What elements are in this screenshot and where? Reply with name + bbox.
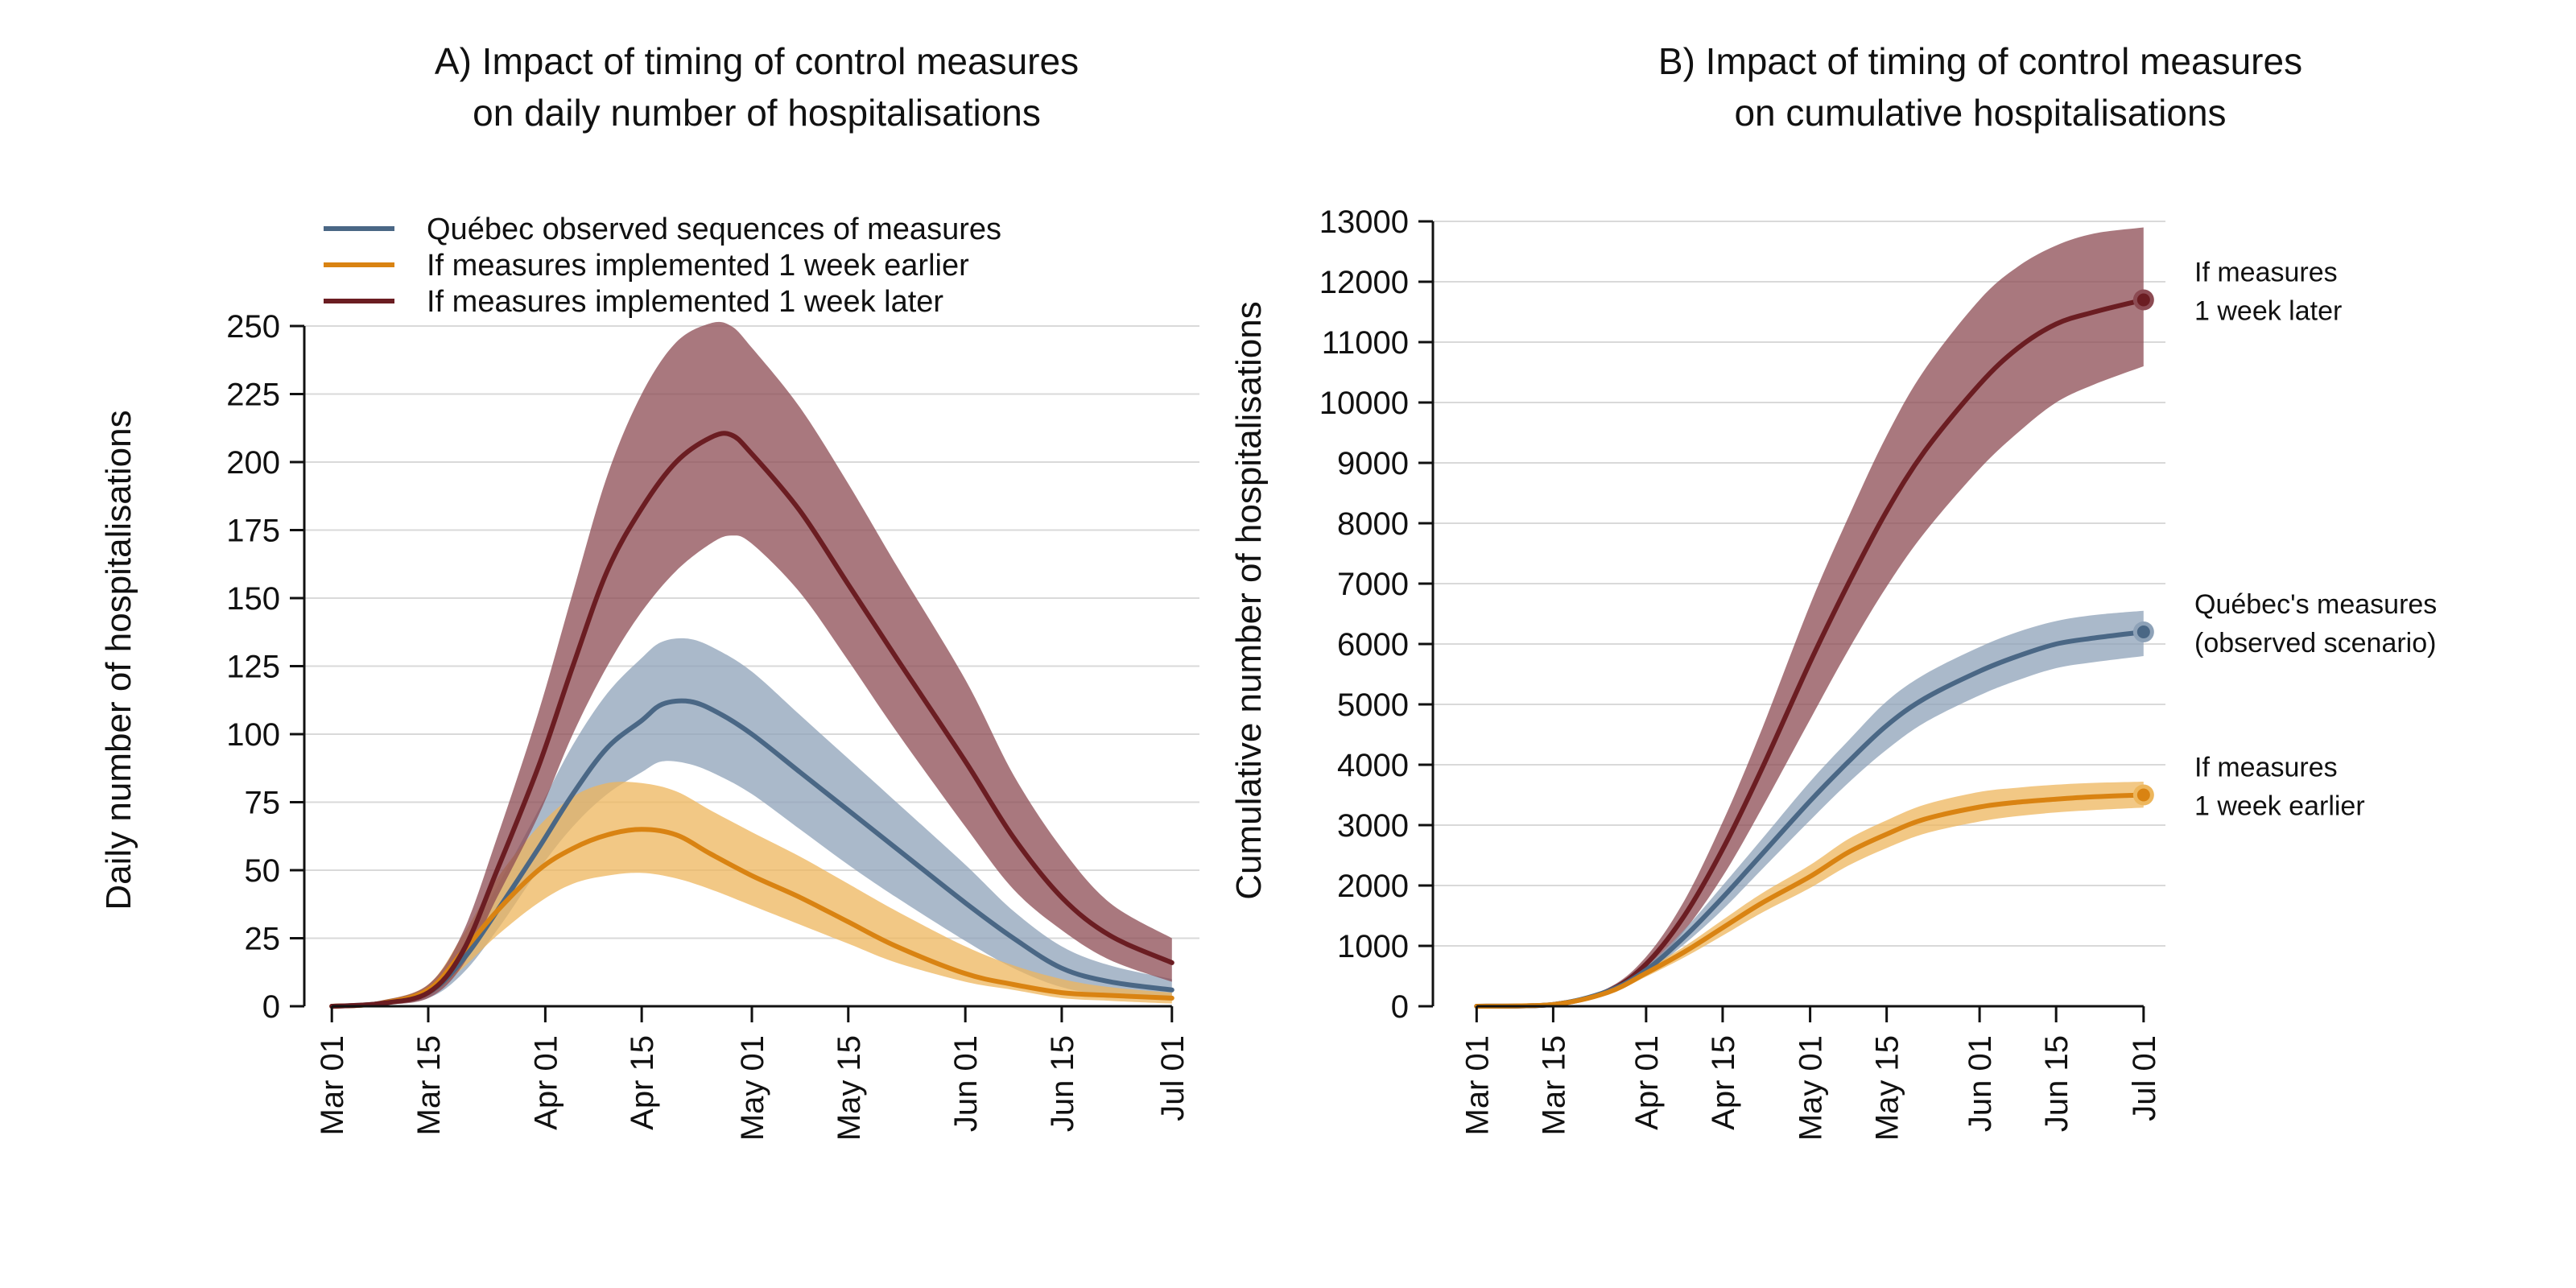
legend: Québec observed sequences of measures If…	[324, 213, 1001, 319]
panel-a: A) Impact of timing of control measures …	[99, 40, 1199, 1141]
panel-b-end-marker-earlier	[2136, 788, 2150, 802]
panel-b-y-tick-label: 6000	[1337, 627, 1409, 663]
panel-b-y-tick-label: 5000	[1337, 687, 1409, 723]
panel-a-x-tick-label: Jun 01	[948, 1035, 984, 1132]
panel-a-y-tick-label: 75	[245, 786, 281, 821]
panel-a-x-tick-label: Jun 15	[1045, 1035, 1080, 1132]
panel-a-y-tick-label: 150	[226, 581, 280, 617]
panel-b-y-tick-label: 2000	[1337, 869, 1409, 904]
panel-b-y-tick-label: 11000	[1322, 325, 1409, 361]
panel-b-band-earlier	[1476, 782, 2144, 1006]
panel-b-annotation-earlier: 1 week earlier	[2194, 791, 2365, 822]
panel-b-annotations: If measures 1 week later Québec's measure…	[2132, 258, 2437, 822]
panel-a-y-tick-label: 0	[262, 989, 280, 1025]
panel-a-y-tick-label: 25	[245, 922, 281, 957]
panel-b-lines	[1474, 297, 2146, 1009]
panel-b-x-tick-label: Jun 15	[2039, 1035, 2074, 1132]
panel-b-y-tick-label: 12000	[1319, 265, 1409, 300]
panel-b-x-tick-label: Jun 01	[1963, 1035, 1998, 1132]
panel-b-band-observed	[1476, 610, 2144, 1007]
panel-a-y-tick-label: 200	[226, 445, 280, 481]
panel-b-title-line-1: B) Impact of timing of control measures	[1658, 40, 2302, 82]
panel-b-axes: 0 1000 2000 3000 4000 5000 6000 7000 8000 9000 100…	[1319, 204, 2162, 1141]
legend-label-observed: Québec observed sequences of measures	[427, 213, 1001, 246]
panel-b-y-tick-label: 10000	[1319, 386, 1409, 421]
panel-b-x-tick-label: Apr 01	[1629, 1035, 1665, 1130]
panel-a-y-tick-label: 225	[226, 378, 280, 413]
panel-a-x-tick-label: Jul 01	[1155, 1035, 1191, 1121]
panel-b-y-axis-label: Cumulative number of hospitalisations	[1229, 301, 1269, 900]
panel-a-x-tick-label: Mar 15	[411, 1035, 447, 1136]
panel-b-annotation-observed: Québec's measures	[2194, 589, 2437, 620]
legend-label-later: If measures implemented 1 week later	[427, 285, 943, 319]
panel-b-end-marker-later	[2136, 293, 2150, 307]
panel-b-end-marker-observed	[2136, 625, 2150, 638]
panel-b-bands	[1476, 227, 2144, 1007]
panel-b-x-tick-label: Apr 15	[1706, 1035, 1741, 1130]
panel-b-band-later	[1476, 227, 2144, 1006]
panel-b-line-earlier	[1474, 792, 2146, 1009]
panel-a-title-line-2: on daily number of hospitalisations	[473, 92, 1041, 134]
panel-a-band-later	[332, 321, 1172, 1006]
panel-a-axes: 0 25 50 75 100 125 150 175 200 225 250 Mar 01 Mar 15…	[226, 309, 1191, 1141]
panel-b-annotation-later: If measures	[2194, 258, 2338, 288]
panel-b-line-later	[1474, 297, 2146, 1009]
panel-b-y-tick-label: 7000	[1337, 567, 1409, 602]
legend-label-earlier: If measures implemented 1 week earlier	[427, 249, 969, 283]
panel-a-line-later	[329, 431, 1174, 1009]
panel-b-y-tick-label: 9000	[1337, 446, 1409, 481]
panel-a-bands	[332, 321, 1172, 1006]
panel-a-x-tick-label: May 15	[832, 1035, 867, 1141]
panel-a-band-observed	[332, 638, 1172, 1006]
panel-b-x-tick-label: Mar 15	[1536, 1035, 1571, 1136]
panel-b: B) Impact of timing of control measures …	[1229, 40, 2437, 1141]
panel-b-y-tick-label: 0	[1391, 989, 1409, 1025]
panel-a-title-line-1: A) Impact of timing of control measures	[435, 40, 1079, 82]
panel-a-y-tick-label: 175	[226, 514, 280, 549]
panel-a-x-tick-label: Apr 01	[528, 1035, 564, 1130]
panel-a-lines	[329, 431, 1174, 1009]
panel-a-line-observed	[329, 698, 1174, 1009]
panel-a-y-axis-label: Daily number of hospitalisations	[99, 410, 138, 910]
panel-a-x-tick-label: Mar 01	[315, 1035, 350, 1136]
panel-a-x-tick-label: May 01	[735, 1035, 770, 1141]
panel-b-y-tick-label: 4000	[1337, 748, 1409, 783]
panel-b-y-tick-label: 13000	[1319, 204, 1409, 240]
panel-b-title-line-2: on cumulative hospitalisations	[1734, 92, 2226, 134]
panel-b-annotation-earlier: If measures	[2194, 753, 2338, 783]
panel-a-band-earlier	[332, 782, 1172, 1006]
panel-a-y-tick-label: 125	[226, 650, 280, 685]
panel-b-annotation-observed: (observed scenario)	[2194, 628, 2436, 658]
panel-b-y-tick-label: 1000	[1337, 929, 1409, 964]
panel-a-y-tick-label: 50	[245, 853, 281, 889]
panel-b-x-tick-label: Mar 01	[1459, 1035, 1495, 1136]
panel-b-x-tick-label: May 01	[1794, 1035, 1829, 1141]
panel-a-y-tick-label: 250	[226, 309, 280, 345]
panel-a-y-tick-label: 100	[226, 717, 280, 753]
panel-b-x-tick-label: Jul 01	[2127, 1035, 2162, 1121]
panel-a-x-tick-label: Apr 15	[625, 1035, 660, 1130]
panel-b-y-tick-label: 3000	[1337, 808, 1409, 844]
panel-b-x-tick-label: May 15	[1870, 1035, 1905, 1141]
panel-b-annotation-later: 1 week later	[2194, 296, 2342, 327]
panel-b-y-tick-label: 8000	[1337, 506, 1409, 542]
